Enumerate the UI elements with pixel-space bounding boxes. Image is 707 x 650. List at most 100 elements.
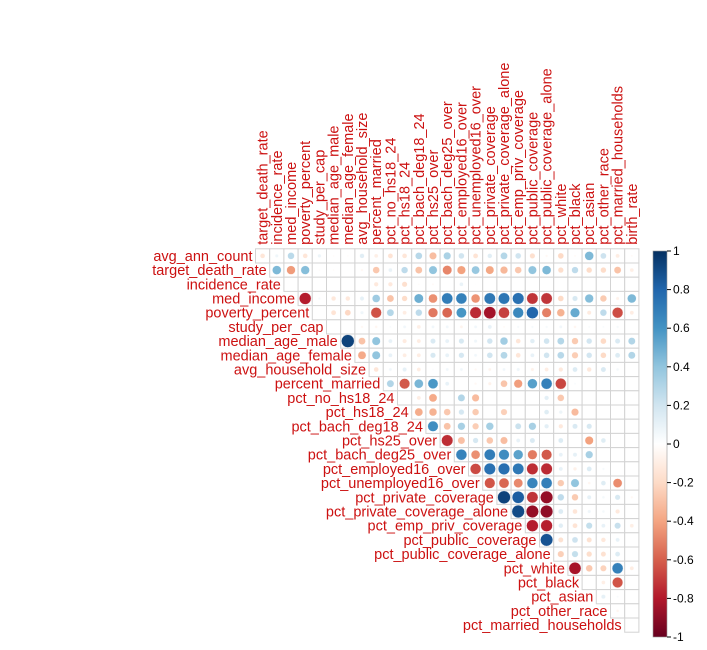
column-label: percent_married [369,139,385,245]
correlation-point [474,367,478,372]
grid-cell [453,376,469,392]
correlation-point [500,351,508,360]
correlation-point [616,595,619,599]
correlation-point [513,478,524,488]
correlation-point [599,564,607,572]
correlation-point [600,480,607,486]
correlation-point [615,253,620,259]
correlation-point [627,351,636,360]
correlation-point [399,378,411,390]
correlation-point [431,282,435,286]
correlation-point [511,504,525,519]
grid-cell [297,276,313,292]
correlation-point [600,266,607,274]
correlation-point [600,551,607,557]
correlation-point [373,366,379,373]
correlation-point [512,307,524,319]
row-label: pct_hs25_over [342,434,437,450]
correlation-point [615,537,620,543]
grid-cell [610,376,626,392]
correlation-point [585,522,593,530]
correlation-point [613,266,622,274]
correlation-point [486,436,494,445]
correlation-point [629,310,635,316]
correlation-point [527,378,538,389]
row-label: pct_black [518,576,580,592]
correlation-point [427,378,439,389]
correlation-point [402,338,408,344]
grid-cell [624,503,640,520]
correlation-point [459,282,464,287]
correlation-point [441,307,453,318]
correlation-point [486,337,493,345]
correlation-point [318,268,321,272]
correlation-point [360,310,364,315]
correlation-point [402,325,407,329]
correlation-point [544,423,550,429]
correlation-point [332,268,335,272]
correlation-point [455,449,468,461]
grid-cell [283,276,299,292]
correlation-point [516,325,520,329]
correlation-point [540,519,553,532]
correlation-point [585,450,594,459]
grid-cell [439,390,455,406]
correlation-point [374,325,378,329]
correlation-point [573,382,577,386]
correlation-point [428,407,438,417]
grid-cell [311,305,327,321]
correlation-point [317,253,322,258]
correlation-point [544,395,550,401]
grid-cell [567,276,583,292]
row-label: pct_asian [531,590,593,606]
correlation-point [428,265,438,275]
correlation-point [558,325,563,329]
correlation-point [357,350,367,360]
row-label: median_age_male [218,334,337,350]
correlation-point [513,449,524,460]
correlation-point [543,337,550,345]
correlation-point [526,306,539,319]
correlation-point [541,307,552,318]
column-label: pct_private_coverage_alone [497,63,513,245]
correlation-point [584,436,594,445]
grid-cell [539,276,555,292]
colorbar-tick-label: -1 [673,630,684,644]
correlation-point [459,367,464,372]
correlation-point [483,292,496,305]
correlation-point [586,366,592,373]
correlation-point [586,423,593,430]
correlation-point [471,408,480,416]
correlation-point [371,350,381,360]
correlation-point [416,352,422,358]
correlation-point [571,351,579,359]
correlation-point [500,408,508,416]
grid-cell [496,390,512,406]
correlation-point [430,338,436,344]
row-label: study_per_cap [228,320,323,336]
correlation-point [529,252,536,259]
grid-cell [510,390,526,406]
column-label: pct_no_hs18_24 [383,138,399,245]
correlation-point [416,338,422,344]
correlation-point [457,422,466,431]
correlation-point [629,565,635,571]
column-label: target_death_rate [256,130,272,244]
correlation-point [512,463,525,475]
correlation-point [555,378,567,390]
correlation-point [330,295,337,302]
correlation-point [431,368,435,371]
grid-cell [595,390,611,406]
correlation-point [472,437,479,444]
grid-cell [610,447,626,463]
correlation-point [456,265,466,275]
correlation-point [386,308,395,317]
correlation-point [586,551,593,558]
correlation-point [360,325,364,329]
correlation-point [487,367,492,372]
row-label: pct_other_race [511,604,608,620]
correlation-point [558,410,563,415]
grid-cell [624,475,640,491]
correlation-point [600,337,607,345]
